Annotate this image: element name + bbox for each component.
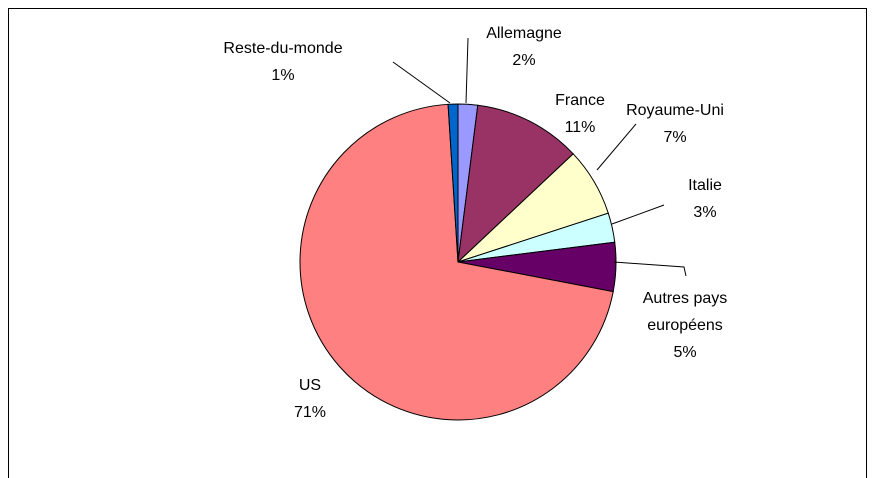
pie-slice	[457, 104, 574, 264]
category-label: US	[298, 377, 322, 394]
leader-lines	[392, 37, 687, 277]
leader-line	[596, 123, 637, 171]
slice-label: Italie 3%	[688, 172, 722, 226]
value-label: 7%	[663, 129, 687, 146]
category-label: France	[555, 92, 605, 109]
pie-slice	[447, 103, 459, 263]
slice-label: US 71%	[294, 372, 326, 426]
leader-line	[611, 204, 665, 225]
slice-label: Royaume-Uni 7%	[626, 97, 724, 151]
pie-slice	[299, 103, 614, 421]
slice-label: Autres pays européens 5%	[625, 285, 745, 366]
value-label: 11%	[564, 119, 596, 136]
category-label: Royaume-Uni	[626, 102, 724, 119]
slices	[299, 103, 617, 421]
value-label: 5%	[673, 344, 697, 361]
slice-label: France 11%	[555, 87, 605, 141]
category-label: Autres pays européens	[642, 290, 728, 334]
value-label: 2%	[512, 52, 536, 69]
slice-label: Allemagne 2%	[486, 20, 562, 74]
category-label: Allemagne	[486, 25, 562, 42]
category-label: Italie	[688, 177, 722, 194]
slice-label: Reste-du-monde 1%	[223, 35, 342, 89]
value-label: 71%	[293, 404, 327, 421]
leader-line	[465, 37, 469, 104]
value-label: 1%	[271, 67, 295, 84]
leader-line	[392, 61, 451, 104]
category-label: Reste-du-monde	[223, 40, 343, 57]
value-label: 3%	[693, 204, 717, 221]
leader-line	[613, 261, 687, 277]
